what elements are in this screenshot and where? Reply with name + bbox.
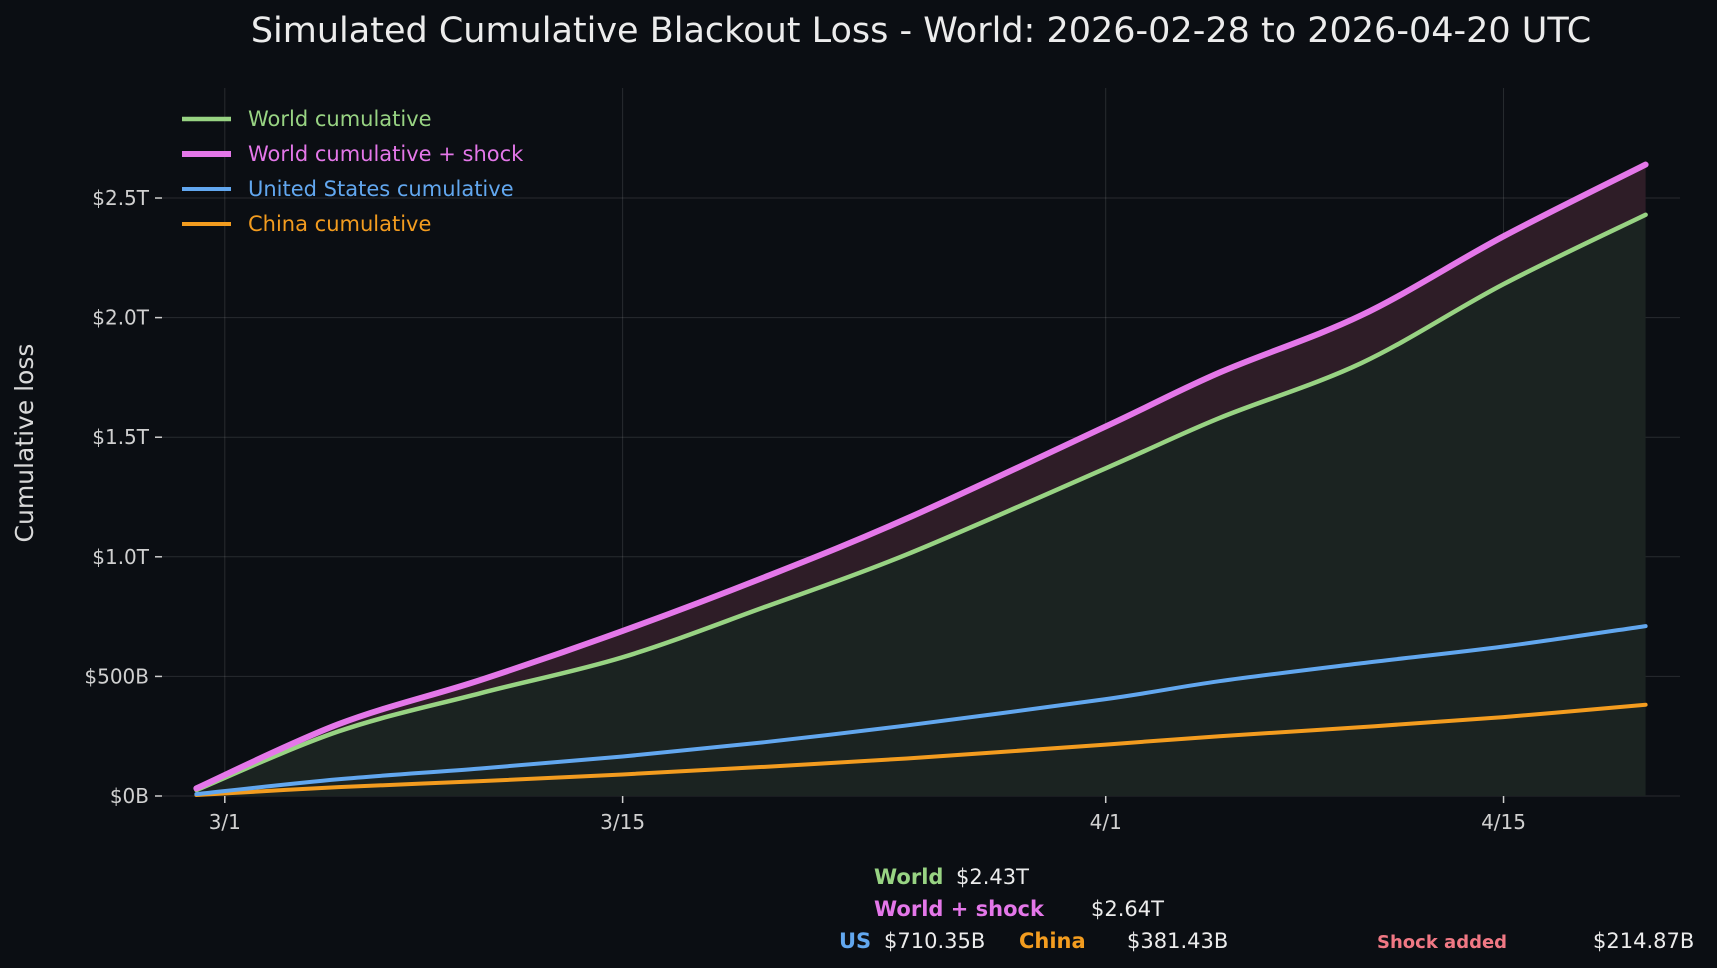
summary-world-value: $2.43T [956, 865, 1029, 889]
summary-world-key: World [874, 865, 943, 889]
x-tick-label-1: 3/15 [600, 810, 645, 834]
chart-title: Simulated Cumulative Blackout Loss - Wor… [251, 11, 1591, 51]
summary-us-value: $710.35B [884, 929, 985, 953]
x-tick-label-0: 3/1 [209, 810, 241, 834]
summary-us-key: US [839, 929, 871, 953]
legend-label-2: United States cumulative [248, 177, 514, 201]
x-tick-label-2: 4/1 [1090, 810, 1122, 834]
series-line-3 [194, 702, 1648, 798]
y-axis-label: Cumulative loss [10, 344, 39, 543]
series-line-1 [193, 161, 1649, 792]
series-line-2 [194, 624, 1648, 797]
world-area-fill [196, 214, 1646, 796]
axis-ticks: $0B $500B $1.0T $1.5T $2.0T $2.5T 3/1 3/15 4/1 4/… [84, 186, 1526, 834]
summary-shock-added-key: Shock added [1377, 932, 1507, 953]
summary-shock-added-value: $214.87B [1593, 929, 1694, 953]
legend-label-0: World cumulative [248, 107, 432, 131]
shock-band-fill [196, 164, 1646, 791]
y-tick-label-4: $2.0T [92, 306, 150, 330]
series-lines [193, 161, 1649, 798]
legend-label-3: China cumulative [248, 212, 431, 236]
summary-shock-world-key: World + shock [874, 897, 1045, 921]
fill-layer [196, 164, 1646, 796]
summary-china-key: China [1019, 929, 1086, 953]
legend-label-1: World cumulative + shock [248, 142, 524, 166]
x-tick-label-3: 4/15 [1481, 810, 1526, 834]
y-tick-label-1: $500B [84, 664, 149, 688]
y-tick-label-2: $1.0T [92, 545, 150, 569]
summary-china-value: $381.43B [1127, 929, 1228, 953]
summary-panel: World $2.43T World + shock $2.64T US $71… [839, 865, 1694, 953]
y-tick-label-3: $1.5T [92, 425, 150, 449]
summary-shock-world-value: $2.64T [1091, 897, 1164, 921]
series-line-0 [194, 212, 1648, 793]
y-tick-label-0: $0B [110, 784, 149, 808]
y-tick-label-5: $2.5T [92, 186, 150, 210]
legend: World cumulative World cumulative + shock… [182, 107, 524, 236]
